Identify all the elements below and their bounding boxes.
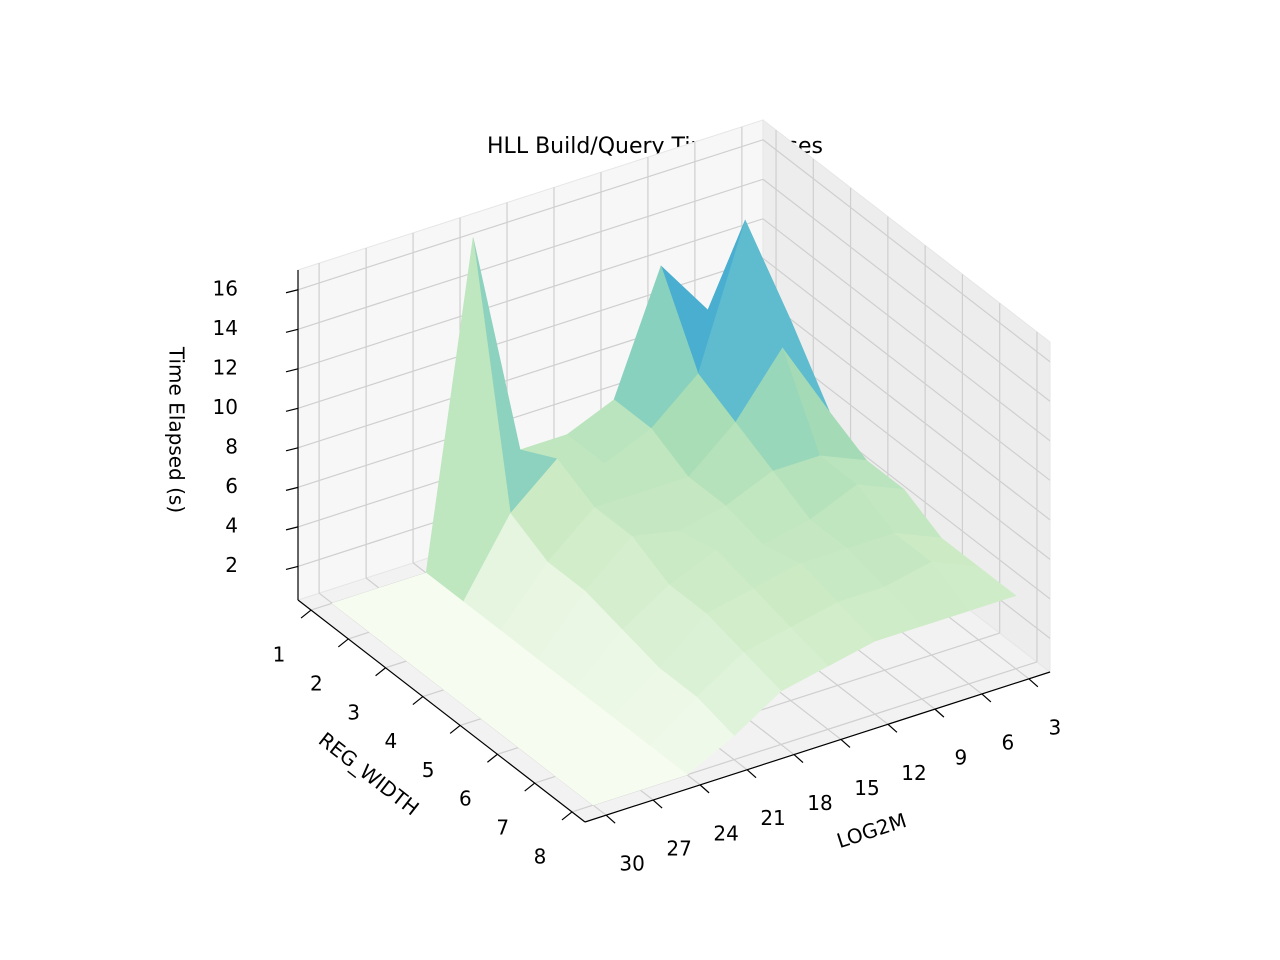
grid-line (762, 139, 1051, 363)
grid-line (762, 297, 1051, 521)
x-tick (487, 753, 498, 763)
grid-line (297, 218, 764, 370)
z-tick (285, 289, 299, 294)
y-tick-label: 3 (1048, 715, 1061, 739)
z-tick-label: 2 (225, 553, 238, 577)
z-tick-label: 6 (225, 474, 238, 498)
z-tick-label: 16 (213, 276, 238, 300)
x-tick (524, 782, 536, 792)
y-tick-label: 21 (760, 806, 785, 830)
x-tick (449, 724, 461, 734)
x-tick-label: 5 (422, 758, 435, 782)
y-tick-label: 30 (619, 852, 644, 876)
x-axis-label: REG_WIDTH (314, 727, 424, 820)
y-tick (793, 754, 804, 764)
y-tick (840, 738, 851, 748)
grid-line (297, 257, 764, 409)
y-tick-label: 27 (666, 837, 691, 861)
z-tick-label: 12 (213, 355, 238, 379)
y-axis-label: LOG2M (834, 808, 910, 853)
z-tick (285, 407, 299, 412)
y-tick (652, 799, 663, 809)
x-tick-label: 1 (273, 643, 286, 667)
x-tick (561, 811, 573, 821)
y-tick-label: 6 (1002, 730, 1015, 754)
z-tick-label: 14 (213, 316, 238, 340)
x-tick-label: 6 (459, 787, 472, 811)
grid-line (762, 178, 1051, 402)
z-tick-label: 4 (225, 513, 238, 537)
z-tick (285, 328, 299, 333)
y-tick (1028, 678, 1039, 688)
z-tick (285, 526, 299, 531)
x-tick (337, 638, 349, 648)
z-axis-label: Time Elapsed (s) (165, 346, 189, 513)
y-tick (699, 784, 710, 794)
y-tick-label: 24 (713, 821, 738, 845)
y-tick-label: 9 (955, 746, 968, 770)
surface-patch (555, 760, 641, 806)
grid-line (762, 218, 1051, 442)
y-tick (887, 723, 898, 733)
grid-line (762, 257, 1051, 481)
z-tick (285, 368, 299, 373)
x-tick-label: 7 (496, 816, 509, 840)
z-tick (285, 447, 299, 452)
x-tick-label: 4 (384, 729, 397, 753)
x-tick (300, 609, 312, 619)
x-tick-label: 3 (347, 700, 360, 724)
y-tick (934, 708, 945, 718)
x-tick-label: 8 (534, 844, 547, 868)
z-tick (285, 486, 299, 491)
y-tick (981, 693, 992, 703)
grid-line (297, 139, 764, 291)
z-tick-label: 10 (213, 395, 238, 419)
y-tick-label: 18 (807, 791, 832, 815)
y-tick (605, 814, 616, 824)
grid-line (297, 178, 764, 330)
y-tick (746, 769, 757, 779)
z-tick (285, 565, 299, 570)
z-tick-label: 8 (225, 434, 238, 458)
y-tick-label: 12 (901, 761, 926, 785)
x-tick-label: 2 (310, 671, 323, 695)
x-tick (412, 696, 424, 706)
y-axis-line (584, 671, 1051, 823)
x-tick (375, 667, 386, 677)
y-tick-label: 15 (854, 776, 879, 800)
x-axis-line (297, 599, 586, 823)
